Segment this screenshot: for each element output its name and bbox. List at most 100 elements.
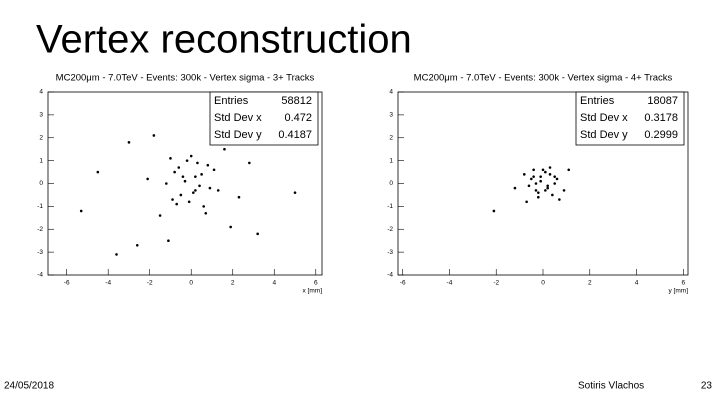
x-tick-label: 4 bbox=[635, 280, 639, 287]
x-tick-label: 6 bbox=[682, 280, 686, 287]
scatter-point bbox=[555, 177, 559, 181]
y-tick-label: 0 bbox=[389, 180, 393, 187]
scatter-point bbox=[194, 175, 197, 178]
scatter-point bbox=[177, 166, 181, 169]
scatter-point bbox=[115, 253, 118, 256]
scatter-point bbox=[169, 157, 172, 160]
scatter-point bbox=[548, 173, 552, 176]
scatter-point bbox=[200, 173, 203, 176]
scatter-point bbox=[171, 198, 174, 201]
scatter-point bbox=[79, 209, 83, 213]
scatter-point bbox=[175, 202, 178, 206]
scatter-point bbox=[192, 191, 195, 194]
scatter-point bbox=[229, 225, 232, 229]
y-tick-label: -2 bbox=[387, 226, 393, 233]
scatter-point bbox=[537, 195, 540, 199]
scatter-point bbox=[185, 159, 189, 162]
y-tick-label: 4 bbox=[389, 89, 393, 96]
scatter-point bbox=[237, 195, 241, 199]
x-tick-label: 0 bbox=[541, 280, 545, 287]
scatter-point bbox=[165, 182, 168, 185]
scatter-point bbox=[158, 214, 162, 217]
x-axis-label: y [mm] bbox=[669, 288, 689, 295]
scatter-point bbox=[551, 193, 554, 197]
scatter-point bbox=[223, 147, 226, 151]
x-tick-label: 4 bbox=[272, 280, 276, 287]
stats-label: Std Dev y bbox=[214, 129, 262, 141]
stats-value: 58812 bbox=[281, 95, 312, 107]
chart-title: MC200μm - 7.0TeV - Events: 300k - Vertex… bbox=[414, 73, 673, 84]
scatter-point bbox=[544, 189, 547, 192]
scatter-point bbox=[196, 161, 199, 165]
x-tick-label: -2 bbox=[147, 280, 153, 287]
scatter-point bbox=[167, 239, 170, 242]
y-tick-label: 0 bbox=[39, 180, 43, 187]
x-tick-label: -6 bbox=[400, 280, 406, 287]
stats-label: Std Dev x bbox=[580, 112, 628, 124]
scatter-point bbox=[189, 154, 193, 158]
y-tick-label: -3 bbox=[37, 249, 43, 256]
scatter-point bbox=[194, 189, 197, 192]
stats-value: 18087 bbox=[647, 95, 678, 107]
y-tick-label: 2 bbox=[389, 134, 393, 141]
x-tick-label: -4 bbox=[447, 280, 453, 287]
scatter-point bbox=[534, 182, 538, 185]
x-tick-label: -2 bbox=[493, 280, 499, 287]
scatter-point bbox=[183, 179, 187, 183]
footer-page: 23 bbox=[701, 381, 713, 392]
scatter-point bbox=[181, 175, 185, 178]
scatter-point bbox=[492, 209, 496, 213]
scatter-point bbox=[152, 134, 156, 137]
x-tick-label: 6 bbox=[314, 280, 318, 287]
scatter-point bbox=[212, 168, 216, 172]
x-tick-label: 2 bbox=[231, 280, 235, 287]
scatter-point bbox=[135, 243, 139, 247]
scatter-point bbox=[546, 184, 549, 188]
scatter-point bbox=[548, 166, 552, 169]
y-tick-label: 3 bbox=[389, 112, 393, 119]
scatter-point bbox=[96, 170, 100, 174]
scatter-point bbox=[544, 170, 547, 174]
scatter-point bbox=[179, 193, 183, 197]
x-tick-label: -4 bbox=[105, 280, 111, 287]
scatter-point bbox=[558, 198, 561, 201]
y-tick-label: -1 bbox=[387, 203, 393, 210]
scatter-point bbox=[541, 168, 545, 172]
scatter-point bbox=[553, 175, 556, 178]
scatter-point bbox=[198, 184, 201, 188]
scatter-point bbox=[532, 168, 535, 172]
scatter-point bbox=[532, 175, 535, 178]
scatter-point bbox=[146, 177, 149, 181]
scatter-point bbox=[293, 191, 297, 194]
slide-title: Vertex reconstruction bbox=[36, 18, 412, 62]
x-tick-label: 2 bbox=[588, 280, 592, 287]
scatter-point bbox=[248, 161, 251, 165]
scatter-point bbox=[539, 179, 542, 183]
scatter-point bbox=[534, 189, 538, 192]
scatter-point bbox=[527, 184, 531, 188]
scatter-point bbox=[567, 168, 571, 172]
y-tick-label: 1 bbox=[389, 157, 393, 164]
y-tick-label: -4 bbox=[37, 272, 43, 279]
y-tick-label: -2 bbox=[37, 226, 43, 233]
footer-date: 24/05/2018 bbox=[4, 381, 54, 392]
x-tick-label: -6 bbox=[64, 280, 70, 287]
scatter-point bbox=[204, 211, 208, 215]
y-tick-label: -3 bbox=[387, 249, 393, 256]
chart-title: MC200μm - 7.0TeV - Events: 300k - Vertex… bbox=[56, 73, 315, 84]
scatter-point bbox=[530, 177, 533, 181]
stats-value: 0.2999 bbox=[644, 129, 678, 141]
x-axis-label: x [mm] bbox=[303, 288, 323, 295]
y-tick-label: 1 bbox=[39, 157, 43, 164]
stats-label: Entries bbox=[214, 95, 249, 107]
stats-label: Std Dev x bbox=[214, 112, 262, 124]
scatter-point bbox=[513, 186, 517, 190]
stats-box bbox=[209, 91, 319, 146]
scatter-point bbox=[187, 200, 191, 204]
stats-value: 0.472 bbox=[284, 112, 312, 124]
stats-value: 0.3178 bbox=[644, 112, 678, 124]
scatter-point bbox=[202, 205, 205, 208]
scatter-point bbox=[537, 191, 540, 194]
y-tick-label: 2 bbox=[39, 134, 43, 141]
